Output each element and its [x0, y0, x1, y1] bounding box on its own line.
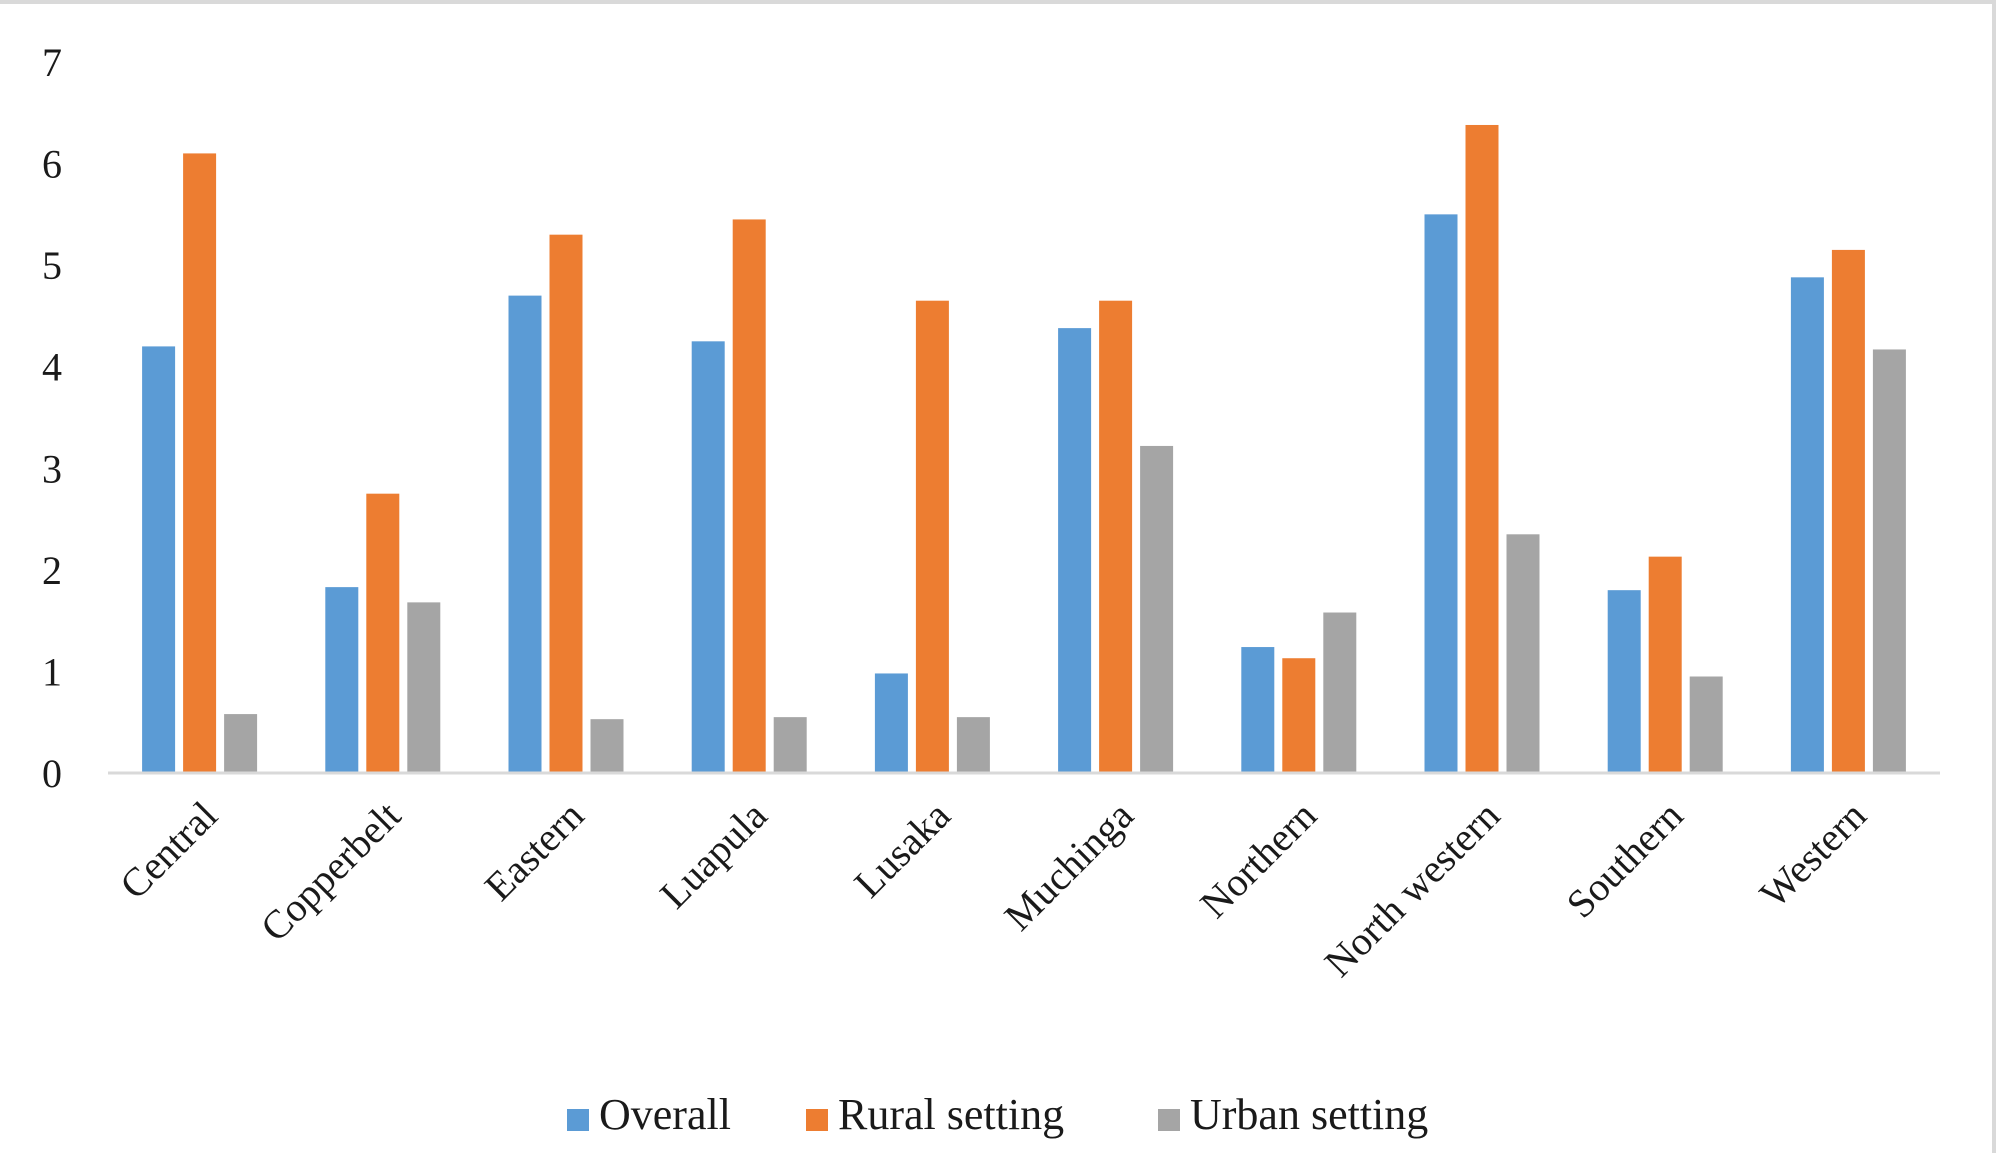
y-tick-label: 0 — [42, 751, 62, 796]
bar — [732, 219, 766, 773]
bar — [915, 300, 949, 773]
bar — [590, 719, 624, 773]
bar — [1872, 349, 1906, 773]
bar — [224, 714, 258, 773]
bar — [1790, 277, 1824, 773]
bar — [1607, 590, 1641, 773]
x-tick-label: Western — [1751, 793, 1875, 917]
y-tick-label: 5 — [42, 243, 62, 288]
legend-swatch — [806, 1109, 828, 1131]
bar — [325, 587, 359, 773]
bar — [1241, 647, 1275, 773]
bar — [773, 717, 807, 773]
y-tick-label: 2 — [42, 548, 62, 593]
bars — [142, 124, 1906, 773]
bar — [183, 153, 217, 773]
bar — [1465, 124, 1499, 773]
bar — [1831, 249, 1865, 773]
bar — [142, 346, 176, 773]
x-tick-label: Central — [111, 793, 226, 908]
x-tick-label: Luapula — [651, 792, 776, 917]
legend-swatch — [567, 1109, 589, 1131]
bar — [366, 493, 400, 773]
bar — [874, 673, 908, 773]
x-tick-label: Southern — [1558, 793, 1692, 927]
bar — [1424, 214, 1458, 773]
bar — [1282, 658, 1316, 773]
bar — [508, 295, 542, 773]
bar — [691, 341, 725, 773]
x-tick-label: Eastern — [476, 793, 593, 910]
bar — [1648, 556, 1682, 773]
bar — [1099, 300, 1133, 773]
y-tick-label: 1 — [42, 649, 62, 694]
x-tick-label: Copperbelt — [252, 793, 409, 950]
x-tick-label: Northern — [1191, 793, 1325, 927]
bar — [549, 234, 583, 773]
y-tick-label: 3 — [42, 446, 62, 491]
y-tick-label: 4 — [42, 345, 62, 390]
x-tick-label: Muchinga — [995, 792, 1142, 939]
bar — [1506, 534, 1540, 773]
legend-label: Urban setting — [1190, 1090, 1428, 1139]
bar — [1140, 445, 1174, 773]
bar — [1323, 612, 1357, 773]
legend: Overall Rural setting Urban setting — [567, 1090, 1428, 1139]
bar — [1689, 676, 1723, 773]
x-tick-label: North western — [1316, 793, 1509, 986]
y-tick-label: 7 — [42, 40, 62, 85]
bar — [1058, 328, 1092, 773]
legend-swatch — [1158, 1109, 1180, 1131]
y-axis-ticks: 0 1 2 3 4 5 6 7 — [42, 40, 62, 796]
bar — [956, 717, 990, 773]
legend-label: Rural setting — [838, 1090, 1064, 1139]
y-tick-label: 6 — [42, 142, 62, 187]
legend-label: Overall — [599, 1090, 731, 1139]
x-tick-label: Lusaka — [845, 792, 959, 906]
bar — [407, 602, 441, 773]
category-labels: Central Copperbelt Eastern Luapula Lusaka Muc… — [111, 792, 1875, 985]
